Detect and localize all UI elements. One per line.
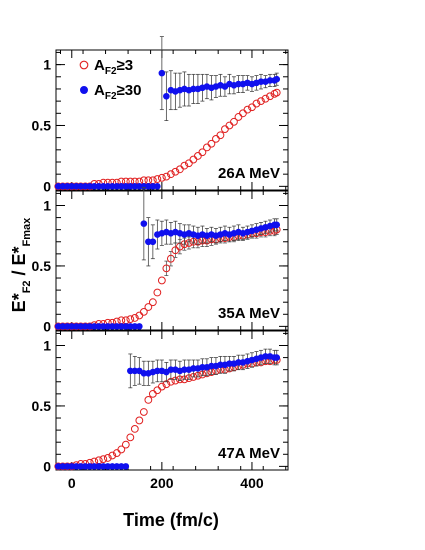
data-point: [153, 175, 162, 183]
data-point: [148, 176, 157, 185]
data-point: [139, 408, 148, 416]
data-point: [139, 307, 148, 316]
y-axis-title-sub2: Fmax: [21, 217, 33, 247]
data-point: [252, 99, 261, 108]
data-point: [149, 238, 157, 246]
data-point: [273, 75, 281, 83]
x-tick-label: 0: [68, 475, 76, 491]
data-point: [130, 425, 139, 433]
data-point: [234, 113, 243, 121]
data-point: [148, 389, 157, 398]
series-Af2_ge_30: [54, 348, 281, 470]
data-point: [94, 456, 103, 465]
y-tick-label: 0.5: [32, 258, 52, 274]
data-point: [126, 315, 135, 324]
data-point: [99, 455, 108, 464]
data-point: [216, 131, 225, 140]
data-point: [136, 323, 143, 330]
y-tick-label: 1: [43, 57, 51, 73]
data-point: [117, 445, 126, 454]
panels-group: 0 0.5 1 26A MeV 0 0.5 1 35A MeV 0 0.5 1 47A MeV 0 200…: [32, 36, 289, 491]
data-point: [144, 303, 153, 311]
data-point: [126, 433, 135, 442]
data-point: [121, 440, 130, 449]
data-point: [230, 117, 238, 126]
data-point: [163, 92, 170, 100]
panel-label: 26A MeV: [218, 165, 280, 182]
data-point: [239, 109, 247, 118]
panel-label: 35A MeV: [218, 305, 280, 322]
data-point: [194, 152, 202, 160]
data-point: [198, 148, 207, 157]
data-point: [162, 264, 171, 273]
y-tick-label: 1: [43, 198, 51, 214]
y-tick-label: 0.5: [32, 117, 52, 133]
data-point: [166, 170, 175, 179]
data-point: [189, 155, 198, 164]
y-tick-label: 0: [43, 318, 51, 334]
data-point: [166, 254, 175, 263]
series-Af2_ge_30: [54, 186, 281, 330]
x-tick-label: 400: [240, 475, 264, 491]
panel-2: 0 0.5 1 35A MeV: [32, 186, 289, 334]
series-Af2_ge_30: [54, 36, 281, 190]
data-point: [135, 416, 144, 425]
data-point: [171, 167, 180, 176]
legend: AF2≥3 AF2≥30: [79, 57, 141, 102]
data-point: [154, 183, 161, 190]
legend-marker: [79, 60, 89, 70]
plot-frame: [55, 49, 289, 191]
data-point: [266, 92, 274, 101]
data-point: [162, 172, 171, 181]
plot-frame: [55, 190, 289, 331]
data-point: [212, 134, 220, 143]
data-point: [121, 316, 130, 325]
y-tick-label: 0: [43, 178, 51, 194]
data-point: [225, 121, 234, 130]
data-point: [261, 94, 270, 103]
x-tick-label: 200: [150, 475, 174, 491]
legend-marker: [80, 86, 88, 94]
data-point: [243, 105, 252, 114]
legend-label: AF2≥3: [94, 57, 133, 77]
y-tick-label: 0: [43, 458, 51, 474]
data-point: [158, 69, 166, 77]
data-point: [153, 386, 162, 395]
y-tick-label: 1: [43, 338, 51, 354]
data-point: [257, 97, 265, 106]
y-axis-title-main: E*: [9, 293, 29, 312]
y-axis-title-mid: / E*: [9, 246, 29, 280]
y-axis-title: E*F2 / E*Fmax: [9, 217, 33, 312]
data-point: [140, 220, 148, 227]
data-point: [157, 173, 166, 182]
y-tick-label: 0.5: [32, 398, 52, 414]
data-point: [207, 139, 216, 148]
data-point: [157, 382, 166, 391]
panel-1: 0 0.5 1 26A MeV: [32, 36, 289, 194]
panel-label: 47A MeV: [218, 445, 280, 462]
axis-titles: Time (fm/c) E*F2 / E*Fmax: [9, 217, 219, 530]
data-point: [273, 354, 281, 361]
plot-frame: [55, 330, 289, 471]
data-point: [130, 314, 139, 322]
data-point: [108, 451, 117, 460]
y-axis-title-sub1: F2: [21, 280, 33, 293]
panel-3: 0 0.5 1 47A MeV 0 200 400: [32, 330, 289, 491]
x-axis-title: Time (fm/c): [123, 510, 219, 530]
data-point: [144, 395, 153, 404]
data-point: [272, 88, 281, 97]
data-point: [273, 221, 281, 229]
legend-label: AF2≥30: [94, 82, 141, 102]
data-point: [221, 125, 229, 134]
data-point: [157, 276, 166, 285]
data-point: [180, 161, 189, 170]
data-point: [122, 463, 130, 470]
data-point: [148, 298, 157, 307]
data-point: [203, 143, 211, 152]
data-point: [103, 454, 112, 462]
data-point: [153, 288, 162, 297]
svg-text:E*F2 / E*Fmax: E*F2 / E*Fmax: [9, 217, 33, 312]
